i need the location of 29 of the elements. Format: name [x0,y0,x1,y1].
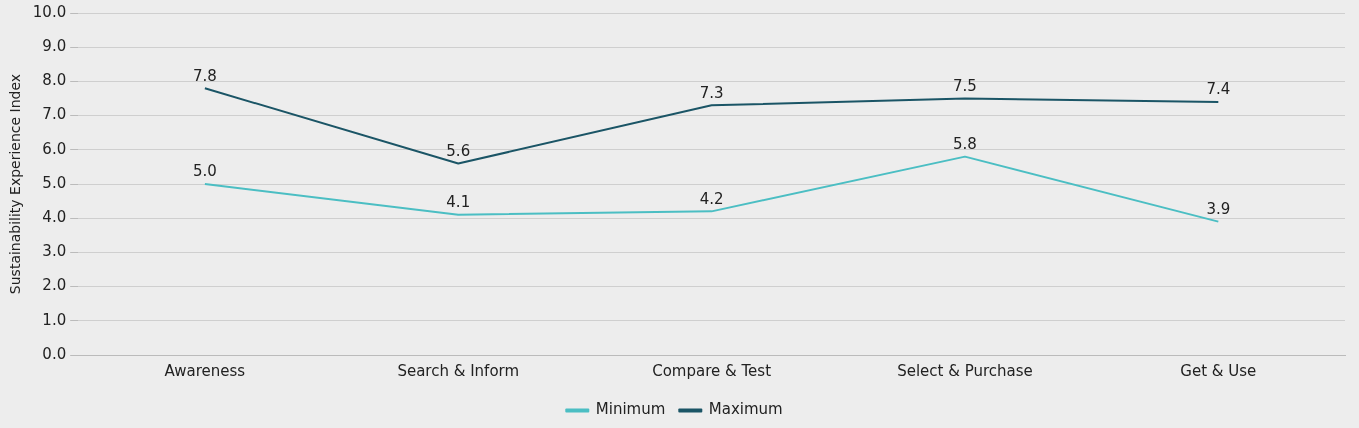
x-tick-label: Get & Use [1180,361,1257,380]
y-tick-label: 0.0 [42,344,67,363]
x-tick-label: Search & Inform [397,361,520,380]
data-label: 7.4 [1206,80,1231,99]
x-tick-label: Compare & Test [652,361,772,380]
y-tick-label: 7.0 [42,105,67,124]
legend-label: Minimum [595,400,666,419]
y-tick-label: 1.0 [42,310,67,329]
x-tick-label: Awareness [164,361,246,380]
y-tick-label: 3.0 [42,242,67,261]
y-tick-label: 5.0 [42,173,67,192]
y-tick-label: 4.0 [42,208,67,227]
legend-label: Maximum [708,400,783,419]
data-label: 7.5 [953,76,977,95]
data-label: 7.3 [699,83,724,102]
y-tick-label: 10.0 [32,2,67,21]
y-tick-label: 2.0 [42,276,67,295]
data-label: 4.1 [446,193,471,212]
y-tick-label: 9.0 [42,37,67,56]
data-label: 7.8 [192,66,217,85]
data-label: 5.8 [953,135,977,154]
y-axis-title: Sustainability Experience Index [7,73,24,295]
y-tick-label: 8.0 [42,71,67,90]
y-tick-label: 6.0 [42,139,67,158]
data-label: 4.2 [699,189,724,208]
data-label: 5.0 [192,162,217,181]
data-label: 3.9 [1206,200,1231,219]
data-label: 5.6 [446,141,471,160]
x-tick-label: Select & Purchase [897,361,1033,380]
